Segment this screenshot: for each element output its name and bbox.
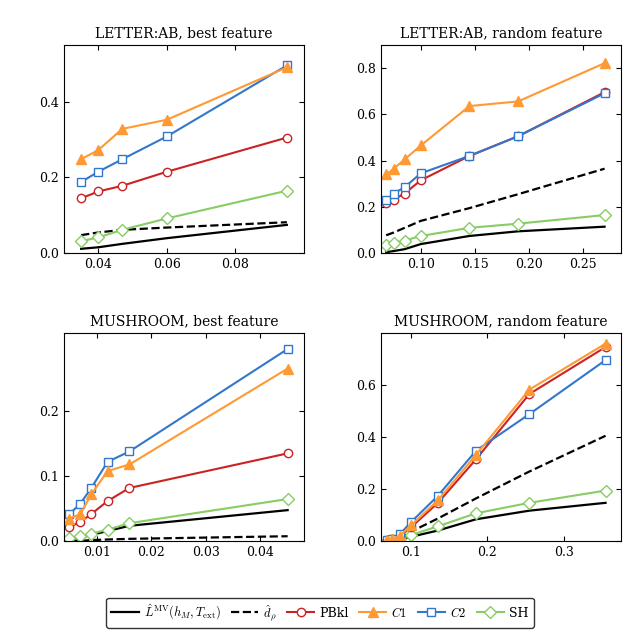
Legend: $\hat{L}^{\mathrm{MV}}(h_M, T_{\mathrm{ext}})$, $\hat{d}_{\rho}$, PBkl, $C1$, $C: $\hat{L}^{\mathrm{MV}}(h_M, T_{\mathrm{e…: [106, 598, 534, 627]
Text: LETTER:AB, random feature: LETTER:AB, random feature: [399, 26, 602, 40]
Title: LETTER:AB, best feature: LETTER:AB, best feature: [0, 636, 1, 637]
Text: LETTER:AB, best feature: LETTER:AB, best feature: [95, 26, 273, 40]
Title: LETTER:AB, random feature: LETTER:AB, random feature: [0, 636, 1, 637]
Text: MUSHROOM, random feature: MUSHROOM, random feature: [394, 315, 607, 329]
Text: MUSHROOM, best feature: MUSHROOM, best feature: [90, 315, 278, 329]
Title: MUSHROOM, random feature: MUSHROOM, random feature: [0, 636, 1, 637]
Title: MUSHROOM, best feature: MUSHROOM, best feature: [0, 636, 1, 637]
